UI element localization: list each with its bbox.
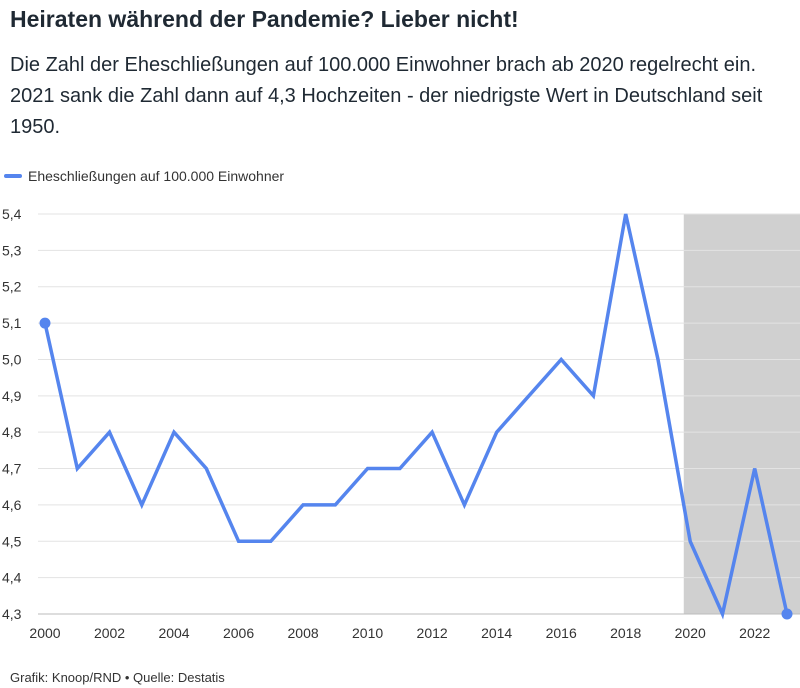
footer-credit: Grafik: Knoop/RND • Quelle: Destatis — [10, 670, 225, 685]
x-tick-label: 2006 — [223, 625, 254, 641]
chart-title: Heiraten während der Pandemie? Lieber ni… — [10, 6, 519, 32]
legend-swatch — [4, 174, 22, 178]
data-point-end — [781, 608, 793, 620]
x-tick-label: 2008 — [288, 625, 319, 641]
y-tick-label: 5,1 — [2, 315, 22, 331]
y-tick-label: 4,3 — [2, 606, 22, 622]
line-chart: 4,3 4,4 4,5 4,6 4,7 4,8 4,9 5,0 5,1 5,2 5,3 5,4 2000… — [2, 206, 800, 641]
y-tick-label: 4,8 — [2, 424, 22, 440]
x-tick-label: 2022 — [739, 625, 770, 641]
y-tick-label: 4,5 — [2, 533, 22, 549]
x-tick-label: 2020 — [675, 625, 706, 641]
y-tick-label: 5,2 — [2, 279, 22, 295]
y-tick-label: 4,6 — [2, 497, 22, 513]
chart-subtitle: Die Zahl der Eheschließungen auf 100.000… — [10, 54, 763, 138]
x-tick-label: 2014 — [481, 625, 512, 641]
y-tick-label: 4,9 — [2, 388, 22, 404]
x-tick-label: 2004 — [158, 625, 189, 641]
data-point-start — [39, 317, 51, 329]
legend-label: Eheschließungen auf 100.000 Einwohner — [28, 168, 285, 184]
y-tick-label: 4,4 — [2, 570, 22, 586]
legend: Eheschließungen auf 100.000 Einwohner — [4, 168, 284, 184]
shaded-range — [683, 214, 800, 614]
x-tick-label: 2010 — [352, 625, 383, 641]
y-tick-label: 5,4 — [2, 206, 22, 222]
x-tick-label: 2000 — [29, 625, 60, 641]
x-tick-label: 2018 — [610, 625, 641, 641]
x-tick-label: 2012 — [417, 625, 448, 641]
y-tick-label: 4,7 — [2, 461, 22, 477]
series-line — [43, 213, 789, 620]
y-tick-label: 5,0 — [2, 351, 22, 367]
x-tick-label: 2002 — [94, 625, 125, 641]
y-tick-label: 5,3 — [2, 242, 22, 258]
x-tick-label: 2016 — [546, 625, 577, 641]
